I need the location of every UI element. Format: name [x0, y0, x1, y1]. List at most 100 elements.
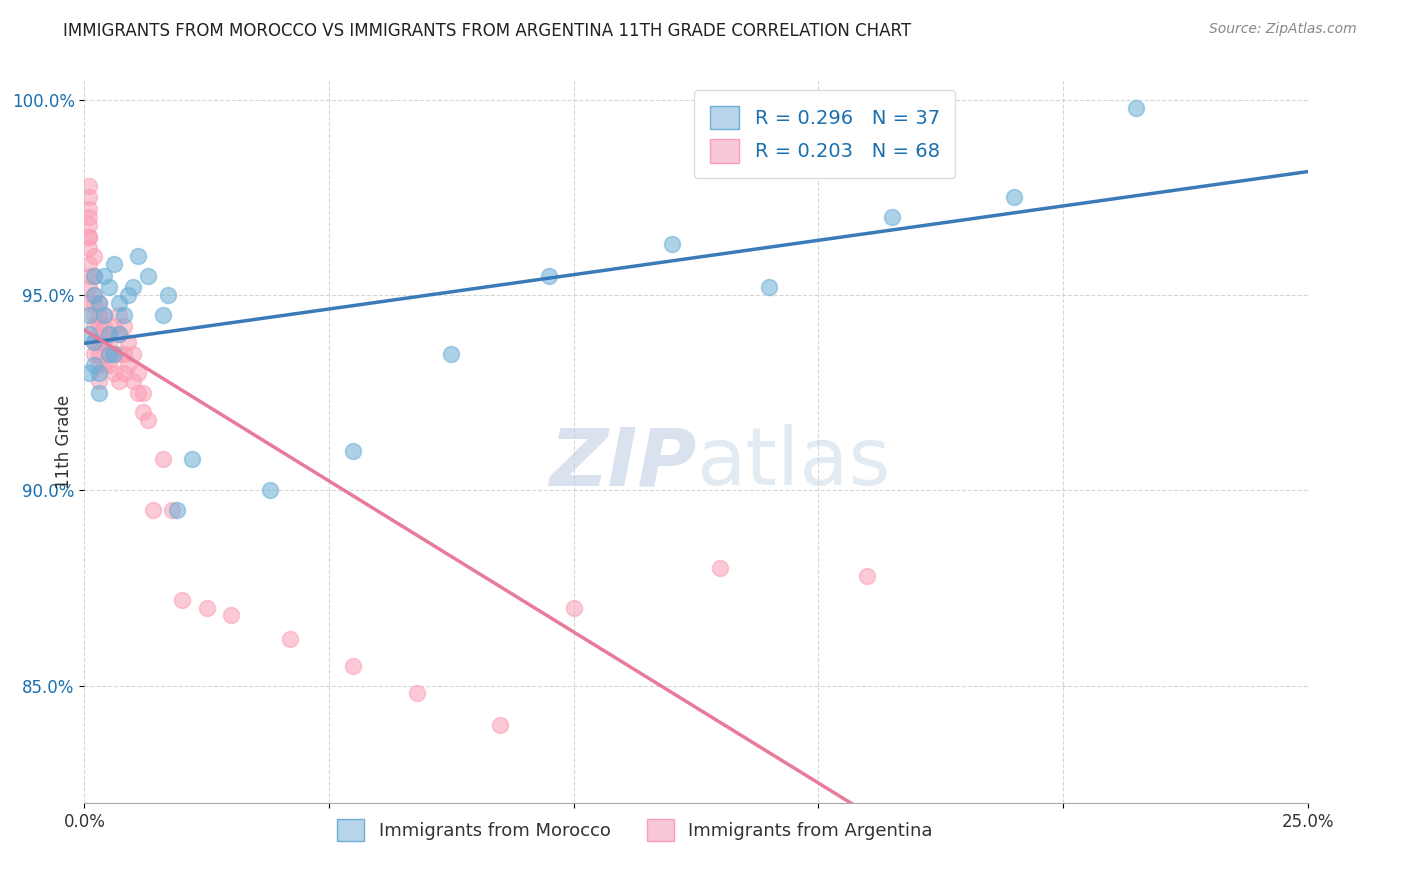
Point	[83, 296, 105, 310]
Point	[93, 319, 115, 334]
Point	[87, 319, 110, 334]
Point	[97, 327, 120, 342]
Point	[259, 483, 281, 498]
Point	[103, 346, 125, 360]
Point	[440, 346, 463, 360]
Point	[77, 241, 100, 255]
Point	[489, 717, 512, 731]
Point	[97, 280, 120, 294]
Point	[117, 334, 139, 349]
Point	[278, 632, 301, 646]
Point	[77, 218, 100, 232]
Point	[83, 319, 105, 334]
Point	[107, 374, 129, 388]
Point	[87, 296, 110, 310]
Point	[87, 385, 110, 400]
Point	[661, 237, 683, 252]
Text: atlas: atlas	[696, 425, 890, 502]
Point	[136, 413, 159, 427]
Point	[103, 366, 125, 380]
Point	[87, 327, 110, 342]
Point	[166, 503, 188, 517]
Point	[103, 346, 125, 360]
Point	[127, 385, 149, 400]
Point	[87, 346, 110, 360]
Point	[122, 346, 145, 360]
Point	[77, 268, 100, 283]
Point	[97, 346, 120, 360]
Point	[83, 268, 105, 283]
Point	[152, 308, 174, 322]
Point	[83, 359, 105, 373]
Point	[219, 608, 242, 623]
Point	[538, 268, 561, 283]
Point	[83, 268, 105, 283]
Point	[87, 334, 110, 349]
Point	[112, 308, 135, 322]
Point	[880, 210, 903, 224]
Point	[127, 366, 149, 380]
Point	[87, 359, 110, 373]
Point	[107, 346, 129, 360]
Point	[709, 561, 731, 575]
Point	[132, 385, 155, 400]
Point	[562, 600, 585, 615]
Point	[112, 319, 135, 334]
Point	[83, 308, 105, 322]
Point	[112, 346, 135, 360]
Text: Source: ZipAtlas.com: Source: ZipAtlas.com	[1209, 22, 1357, 37]
Point	[83, 334, 105, 349]
Point	[97, 346, 120, 360]
Point	[77, 210, 100, 224]
Point	[93, 359, 115, 373]
Point	[87, 366, 110, 380]
Point	[77, 257, 100, 271]
Point	[93, 334, 115, 349]
Point	[856, 569, 879, 583]
Point	[77, 296, 100, 310]
Point	[122, 280, 145, 294]
Point	[162, 503, 184, 517]
Point	[77, 366, 100, 380]
Point	[87, 308, 110, 322]
Point	[77, 327, 100, 342]
Point	[93, 308, 115, 322]
Point	[83, 288, 105, 302]
Point	[152, 452, 174, 467]
Point	[103, 257, 125, 271]
Point	[107, 327, 129, 342]
Point	[172, 592, 194, 607]
Point	[83, 346, 105, 360]
Legend: Immigrants from Morocco, Immigrants from Argentina: Immigrants from Morocco, Immigrants from…	[330, 812, 939, 848]
Point	[103, 319, 125, 334]
Point	[87, 374, 110, 388]
Point	[77, 202, 100, 216]
Point	[136, 268, 159, 283]
Point	[406, 686, 429, 700]
Point	[77, 190, 100, 204]
Point	[342, 659, 364, 673]
Point	[181, 452, 204, 467]
Point	[97, 334, 120, 349]
Point	[83, 249, 105, 263]
Point	[122, 374, 145, 388]
Point	[1125, 101, 1147, 115]
Point	[142, 503, 165, 517]
Text: IMMIGRANTS FROM MOROCCO VS IMMIGRANTS FROM ARGENTINA 11TH GRADE CORRELATION CHAR: IMMIGRANTS FROM MOROCCO VS IMMIGRANTS FR…	[63, 22, 911, 40]
Y-axis label: 11th Grade: 11th Grade	[55, 394, 73, 489]
Point	[83, 288, 105, 302]
Point	[112, 366, 135, 380]
Point	[156, 288, 179, 302]
Text: ZIP: ZIP	[548, 425, 696, 502]
Point	[758, 280, 780, 294]
Point	[107, 308, 129, 322]
Point	[83, 334, 105, 349]
Point	[132, 405, 155, 419]
Point	[97, 327, 120, 342]
Point	[77, 280, 100, 294]
Point	[87, 296, 110, 310]
Point	[117, 288, 139, 302]
Point	[127, 249, 149, 263]
Point	[342, 444, 364, 458]
Point	[97, 359, 120, 373]
